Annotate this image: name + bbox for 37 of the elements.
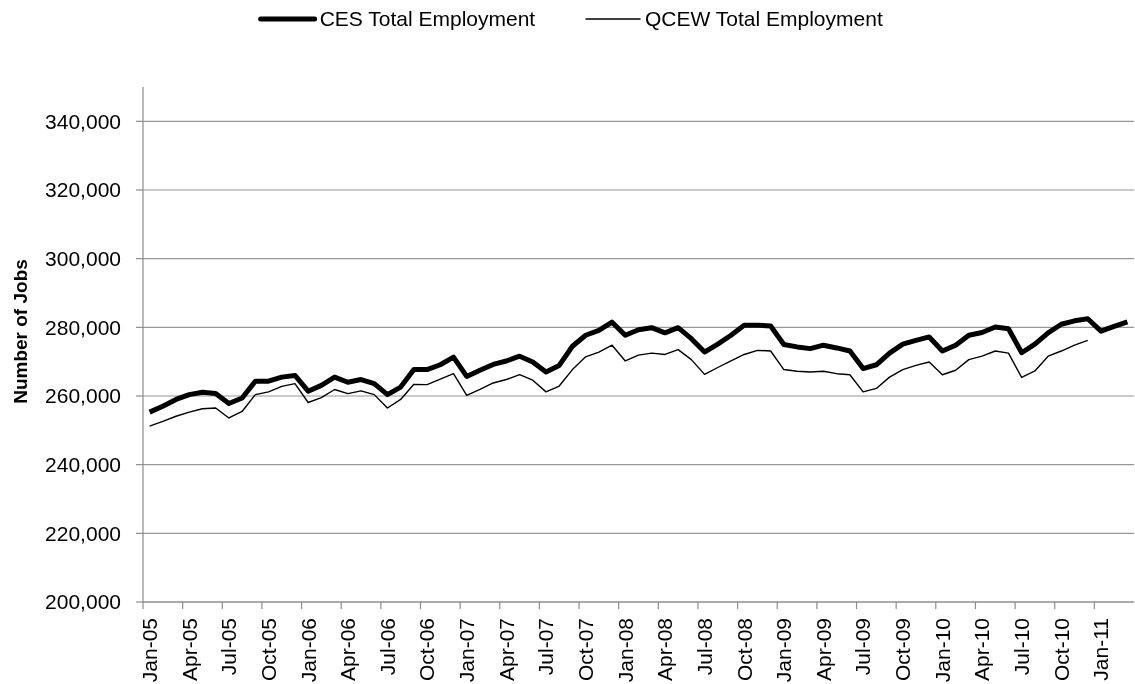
x-tick-label: Jan-06 [296,618,320,683]
x-tick-label: Jan-11 [1089,618,1113,681]
y-tick-label: 200,000 [45,590,121,614]
x-tick-label: Oct-06 [415,618,439,682]
x-tick-label: Oct-09 [891,618,915,682]
x-tick-label: Jul-08 [692,618,716,676]
x-tick-label: Apr-10 [970,618,994,682]
x-tick-label: Oct-10 [1049,618,1073,682]
line-series [148,339,1089,427]
x-tick-label: Jan-10 [930,618,954,683]
x-tick-label: Jul-06 [375,618,399,676]
legend-label: CES Total Employment [319,7,536,31]
x-tick-label: Jan-09 [772,618,796,683]
x-tick-label: Oct-07 [574,618,597,682]
x-tick-label: Jul-10 [1010,618,1034,676]
x-tick-label: Oct-05 [256,618,280,682]
y-tick-label: 300,000 [45,247,121,271]
legend-label: QCEW Total Employment [645,7,883,31]
x-tick-label: Jan-07 [455,618,479,683]
y-axis-title: Number of Jobs [9,259,31,404]
y-tick-label: 280,000 [45,315,121,339]
x-tick-label: Apr-07 [494,618,518,682]
x-tick-label: Oct-08 [732,618,756,682]
x-tick-label: Jan-08 [613,618,637,683]
x-tick-label: Apr-09 [811,618,835,682]
x-tick-label: Jan-05 [137,618,161,683]
x-tick-label: Jul-07 [534,618,558,676]
x-tick-label: Apr-06 [336,618,360,682]
x-tick-label: Apr-08 [653,618,677,682]
y-tick-label: 340,000 [45,109,121,133]
y-tick-label: 260,000 [45,384,121,408]
x-tick-label: Jul-05 [217,618,241,676]
x-tick-label: Apr-05 [177,618,201,682]
y-tick-label: 220,000 [45,521,121,545]
y-tick-label: 320,000 [45,178,121,202]
x-tick-label: Jul-09 [851,618,875,676]
y-tick-label: 240,000 [45,453,121,477]
